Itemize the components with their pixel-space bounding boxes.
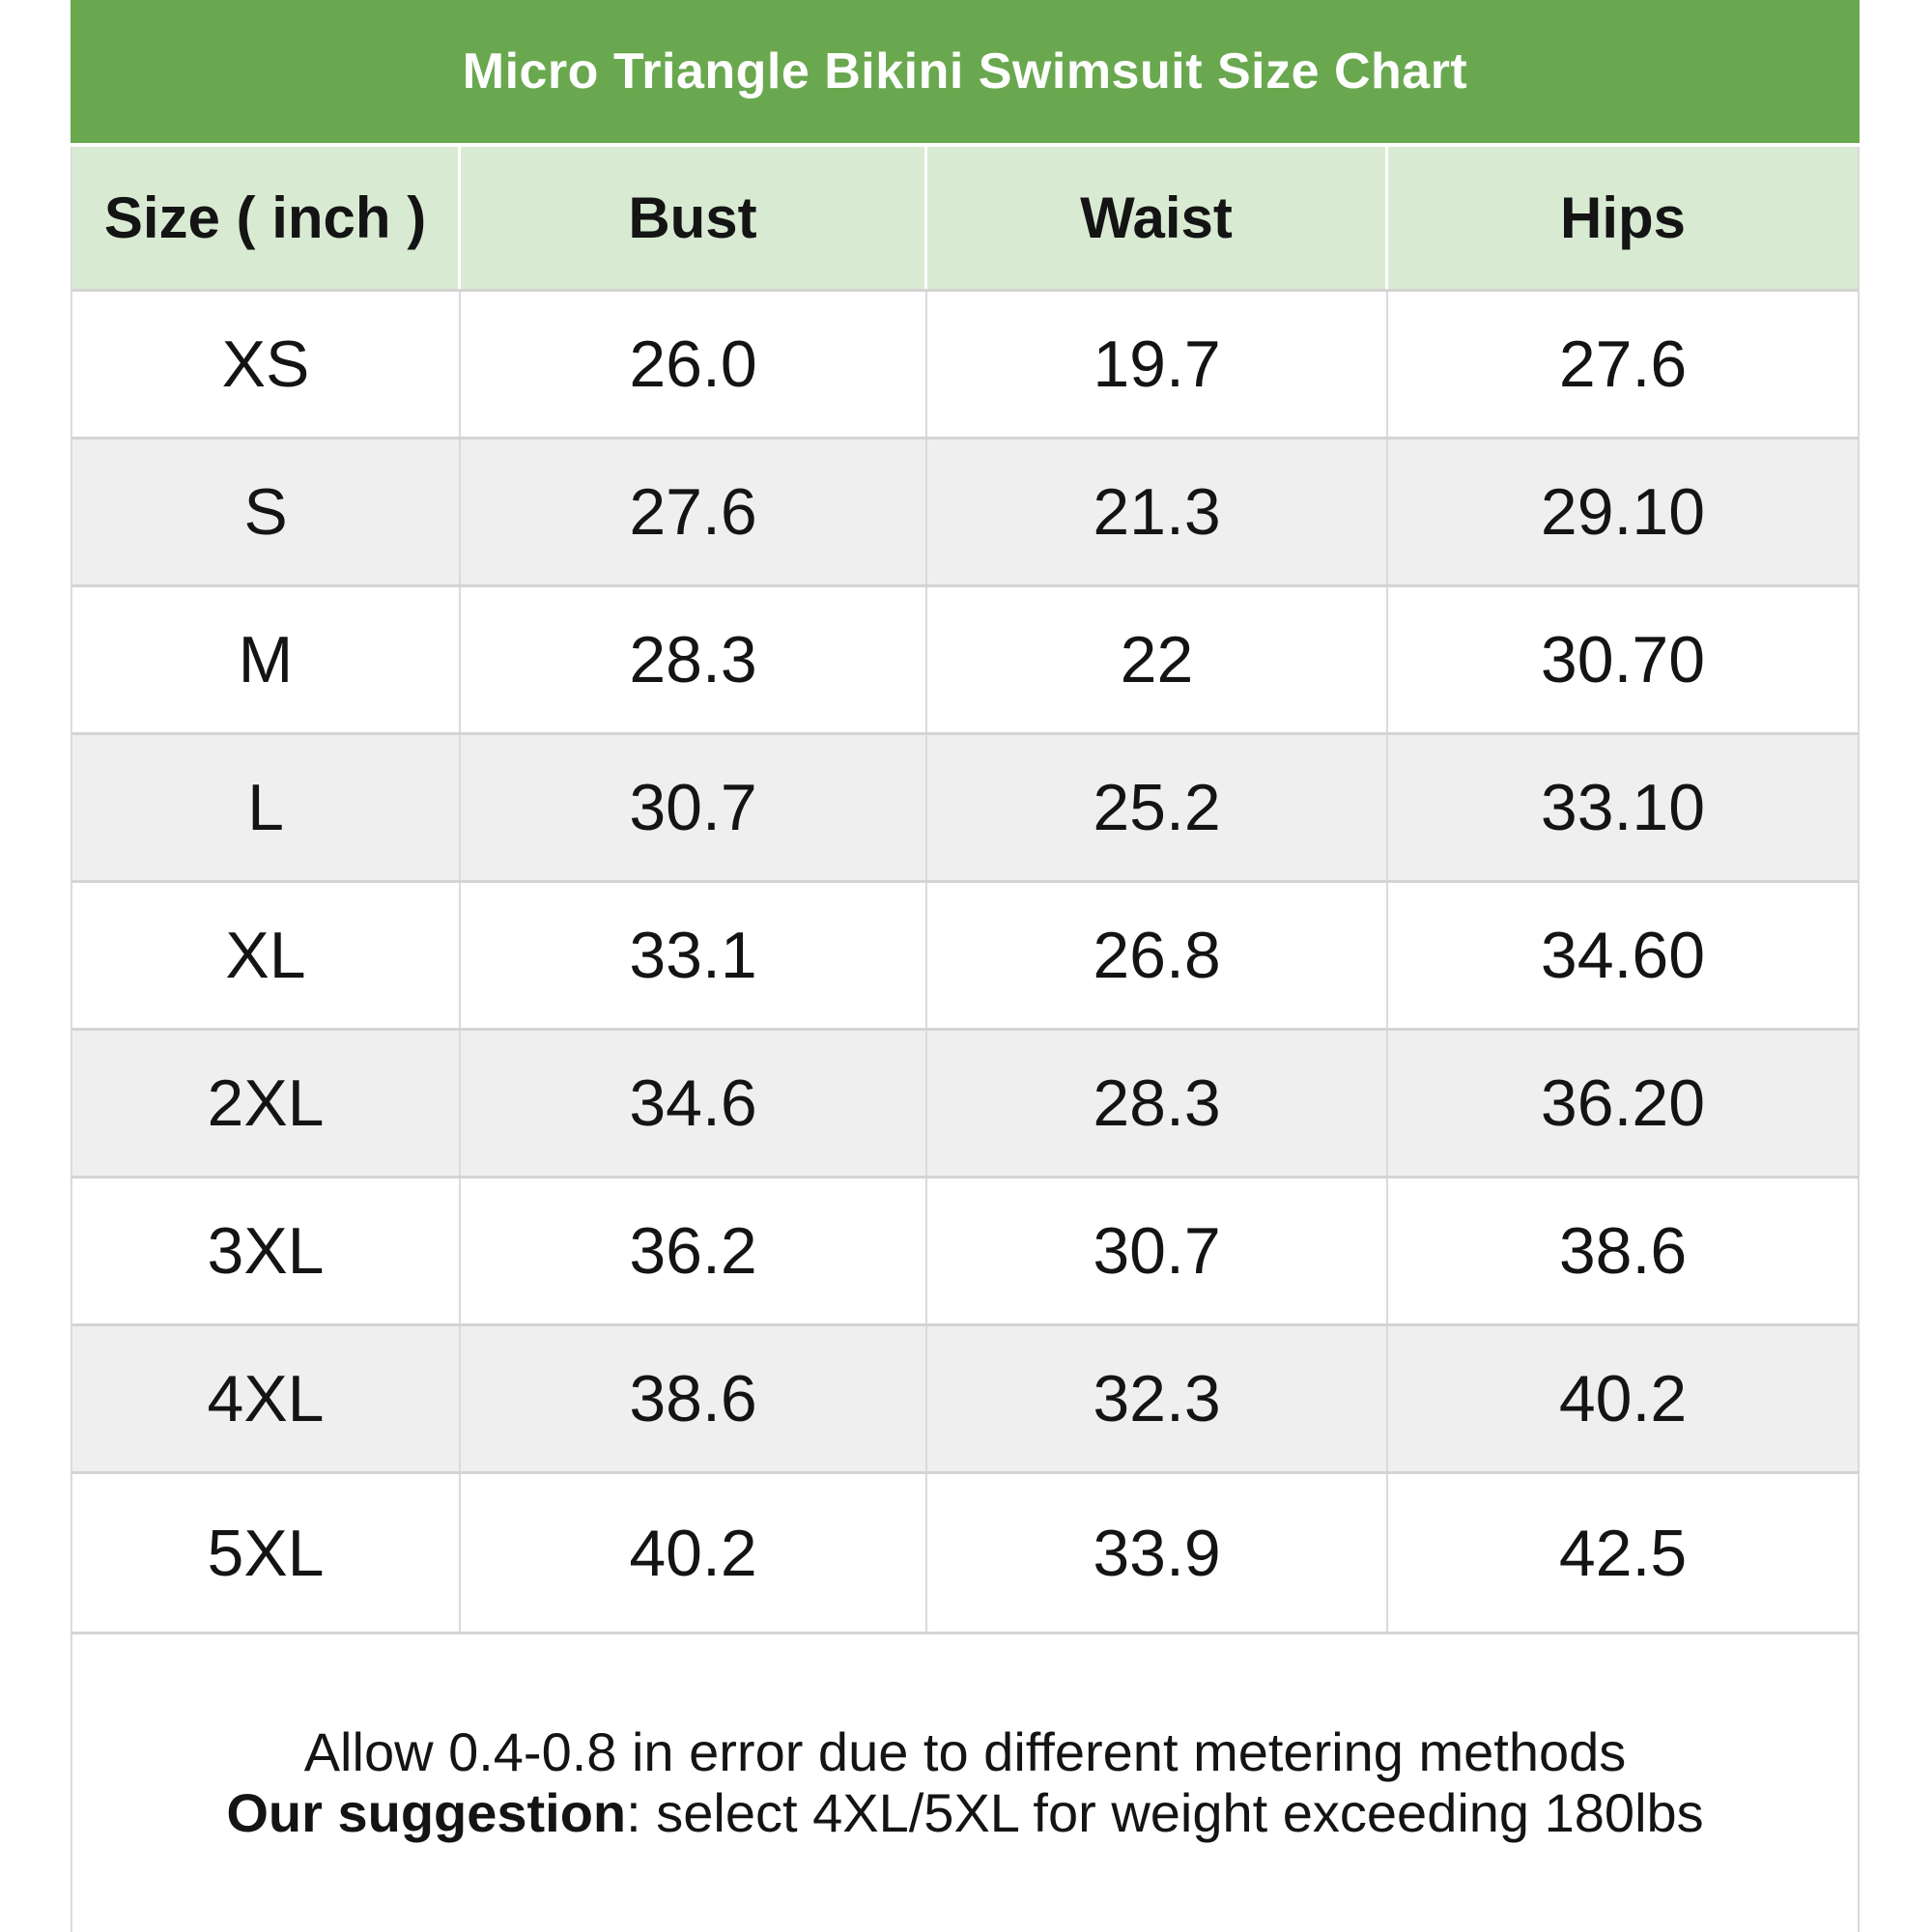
table-row-3xl: 3XL 36.2 30.7 38.6 (71, 1179, 1860, 1326)
size-chart-table: Micro Triangle Bikini Swimsuit Size Char… (71, 0, 1860, 1932)
title-bar: Micro Triangle Bikini Swimsuit Size Char… (71, 0, 1860, 147)
table-row-xl: XL 33.1 26.8 34.60 (71, 883, 1860, 1031)
size-cell: 3XL (72, 1179, 461, 1323)
table-row-xs: XS 26.0 19.7 27.6 (71, 292, 1860, 440)
hips-cell: 38.6 (1558, 1214, 1688, 1288)
hips-cell: 40.2 (1558, 1362, 1688, 1435)
table-row-s: S 27.6 21.3 29.10 (71, 440, 1860, 587)
hips-cell: 34.60 (1540, 919, 1706, 992)
table-row-m: M 28.3 22 30.70 (71, 587, 1860, 735)
table-row-l: L 30.7 25.2 33.10 (71, 735, 1860, 883)
waist-cell: 28.3 (927, 1031, 1388, 1176)
hips-cell: 29.10 (1540, 475, 1706, 549)
bust-cell: 26.0 (461, 292, 927, 437)
size-cell: S (72, 440, 461, 584)
table-row-5xl: 5XL 40.2 33.9 42.5 (71, 1474, 1860, 1634)
bust-cell: 28.3 (461, 587, 927, 732)
bust-cell: 34.6 (461, 1031, 927, 1176)
chart-title: Micro Triangle Bikini Swimsuit Size Char… (462, 43, 1468, 99)
column-header-bust: Bust (461, 147, 927, 289)
waist-cell: 33.9 (927, 1474, 1388, 1632)
bust-cell: 27.6 (461, 440, 927, 584)
footer-note: Allow 0.4-0.8 in error due to different … (71, 1634, 1860, 1932)
hips-cell: 33.10 (1540, 771, 1706, 844)
note-suggestion-text: : select 4XL/5XL for weight exceeding 18… (626, 1782, 1704, 1843)
note-line-suggestion: Our suggestion: select 4XL/5XL for weigh… (226, 1782, 1704, 1844)
hips-cell: 27.6 (1558, 327, 1688, 401)
table-row-4xl: 4XL 38.6 32.3 40.2 (71, 1326, 1860, 1474)
size-cell: 5XL (72, 1474, 461, 1632)
size-cell: M (72, 587, 461, 732)
hips-cell: 42.5 (1558, 1516, 1688, 1590)
size-cell: 4XL (72, 1326, 461, 1471)
size-cell: XS (72, 292, 461, 437)
waist-cell: 30.7 (927, 1179, 1388, 1323)
column-header-size: Size ( inch ) (72, 147, 461, 289)
waist-cell: 22 (927, 587, 1388, 732)
table-header-row: Size ( inch ) Bust Waist Hips (71, 147, 1860, 292)
note-suggestion-label: Our suggestion (226, 1782, 627, 1843)
hips-cell: 30.70 (1540, 623, 1706, 696)
hips-cell: 36.20 (1540, 1066, 1706, 1140)
bust-cell: 30.7 (461, 735, 927, 880)
bust-cell: 38.6 (461, 1326, 927, 1471)
column-header-waist: Waist (927, 147, 1388, 289)
table-row-2xl: 2XL 34.6 28.3 36.20 (71, 1031, 1860, 1179)
bust-cell: 36.2 (461, 1179, 927, 1323)
size-cell: 2XL (72, 1031, 461, 1176)
waist-cell: 19.7 (927, 292, 1388, 437)
bust-cell: 40.2 (461, 1474, 927, 1632)
waist-cell: 25.2 (927, 735, 1388, 880)
size-cell: XL (72, 883, 461, 1028)
waist-cell: 32.3 (927, 1326, 1388, 1471)
note-line-error: Allow 0.4-0.8 in error due to different … (303, 1721, 1627, 1783)
size-cell: L (72, 735, 461, 880)
waist-cell: 26.8 (927, 883, 1388, 1028)
column-header-hips: Hips (1559, 185, 1687, 250)
bust-cell: 33.1 (461, 883, 927, 1028)
waist-cell: 21.3 (927, 440, 1388, 584)
